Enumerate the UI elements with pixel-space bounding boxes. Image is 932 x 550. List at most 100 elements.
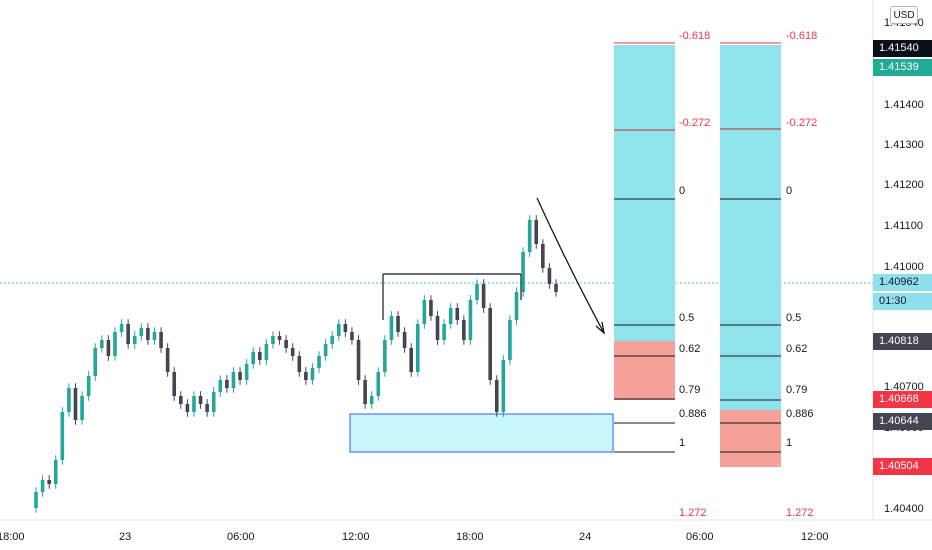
fib-retracement-right[interactable]: -0.618 -0.272 0 0.5 0.62 0.79 0.886 1 1.… (720, 30, 817, 519)
candle-body (317, 356, 321, 368)
candle-body (244, 364, 249, 380)
candle-body (468, 300, 473, 340)
fib-left-label-0886: 0.886 (679, 408, 707, 420)
time-tick: 23 (119, 531, 131, 543)
countdown-badge: 01:30 (873, 293, 932, 310)
price-badge-high: 1.41540 (873, 40, 932, 57)
candle-body (442, 324, 446, 340)
candle-body (336, 324, 341, 336)
candle-body (422, 300, 427, 324)
price-tick: 1.40700 (884, 381, 924, 393)
demand-zone-box[interactable] (349, 413, 614, 453)
price-badge-last: 1.40962 (873, 274, 932, 291)
candle-body (34, 492, 38, 508)
price-badge-level-c: 1.40644 (873, 413, 932, 430)
candle-body (179, 396, 183, 404)
time-tick: 24 (579, 531, 591, 543)
candle-body (225, 380, 229, 388)
candle-body (389, 316, 394, 340)
price-badge-level-d: 1.40504 (873, 458, 932, 475)
candle-body (462, 320, 466, 340)
candle-body (343, 324, 348, 332)
candle-body (159, 332, 163, 348)
time-tick: 06:00 (686, 531, 714, 543)
price-badge-level-b: 1.40668 (873, 391, 932, 408)
fib-right-label-m0618: -0.618 (786, 30, 817, 42)
candle-body (547, 268, 552, 284)
price-tick: 1.41400 (884, 99, 924, 111)
time-tick: 18:00 (456, 531, 484, 543)
price-tick: 1.41200 (884, 179, 924, 191)
candle-body (132, 336, 137, 344)
candle-body (448, 308, 453, 324)
price-badge-level-a: 1.40818 (873, 333, 932, 350)
candle-body (53, 460, 58, 484)
fib-right-label-062: 0.62 (786, 343, 807, 355)
fib-right-label-1: 1 (786, 437, 792, 449)
candle-body (40, 480, 45, 492)
candle-body (527, 220, 532, 252)
candle-body (251, 352, 256, 364)
fib-left-label-05: 0.5 (679, 312, 694, 324)
time-axis-ticks: 18:00 23 06:00 12:00 18:00 24 06:00 12:0… (0, 531, 829, 543)
candle-body (139, 328, 144, 336)
price-tick: 1.41000 (884, 261, 924, 273)
time-tick: 18:00 (0, 531, 25, 543)
candle-body (402, 332, 407, 348)
candle-body (455, 308, 460, 320)
candle-body (192, 396, 196, 412)
candle-body (257, 352, 262, 360)
candle-body (231, 372, 236, 388)
projection-arrowhead (595, 321, 605, 335)
candle-body (284, 340, 288, 348)
candle-body (554, 284, 558, 292)
candle-body (310, 368, 315, 380)
candle-body (172, 372, 177, 396)
candle-body (415, 324, 420, 372)
fib-right-label-079: 0.79 (786, 384, 807, 396)
candle-body (409, 348, 413, 372)
fib-left-label-1: 1 (679, 437, 685, 449)
candle-body (93, 348, 98, 376)
candle-body (488, 308, 492, 380)
candle-body (494, 380, 499, 412)
time-tick: 12:00 (801, 531, 829, 543)
currency-button[interactable]: USD (890, 6, 918, 24)
candle-body (501, 360, 506, 412)
fib-left-label-0: 0 (679, 185, 685, 197)
candle-body (60, 412, 65, 460)
candle-body (119, 324, 124, 332)
projection-arrow[interactable] (536, 197, 605, 334)
fib-right-label-0: 0 (786, 185, 792, 197)
candle-body (165, 348, 170, 372)
fib-left-label-m0618: -0.618 (679, 30, 710, 42)
candle-body (126, 324, 130, 344)
price-axis-panel[interactable] (873, 0, 932, 520)
fib-retracement-left[interactable]: -0.618 -0.272 0 0.5 0.62 0.79 0.886 1 1.… (614, 30, 710, 519)
candle-body (80, 396, 84, 420)
candle-body (198, 396, 203, 404)
candle-body (106, 340, 111, 356)
candle-body (238, 372, 242, 380)
candle-body (297, 356, 302, 372)
candle-body (271, 336, 275, 344)
candle-body (396, 316, 400, 332)
price-tick: 1.41300 (884, 139, 924, 151)
price-tick: 1.41100 (884, 220, 923, 232)
fib-left-zone-blue (614, 45, 675, 341)
candle-body (521, 252, 525, 292)
candle-body (330, 336, 335, 344)
candle-body (429, 300, 433, 316)
fib-right-zone-blue (720, 45, 781, 410)
candle-body (47, 480, 51, 484)
candle-body (541, 244, 545, 268)
candle-body (508, 320, 512, 360)
fib-right-zone-red (720, 410, 781, 467)
candle-body (146, 328, 150, 340)
candle-body (86, 376, 91, 396)
candle-body (185, 404, 190, 412)
candle-body (211, 392, 216, 412)
candle-body (350, 332, 354, 340)
price-tick: 1.40400 (884, 503, 924, 515)
